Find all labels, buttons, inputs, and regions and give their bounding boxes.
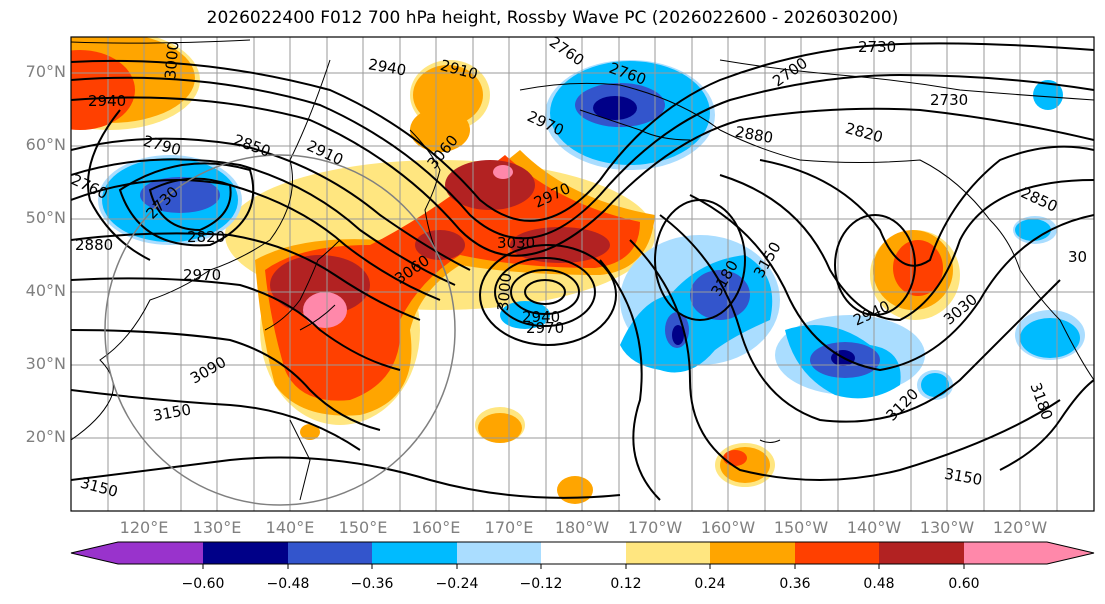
colorbar-bin bbox=[118, 542, 203, 564]
coastlines bbox=[71, 39, 1094, 501]
colorbar-tick-label: 0.36 bbox=[779, 576, 811, 592]
colorbar-tick-label: −0.36 bbox=[350, 576, 394, 592]
lon-label: 140°W bbox=[846, 518, 902, 537]
lat-label: 50°N bbox=[25, 208, 66, 227]
lon-label: 120°E bbox=[119, 518, 169, 537]
reference-circle bbox=[104, 154, 456, 506]
contour-label: 2940 bbox=[88, 92, 126, 110]
colorbar-tick-label: 0.24 bbox=[694, 576, 726, 592]
height-contours bbox=[71, 42, 1094, 501]
contour-label: 2970 bbox=[526, 319, 564, 337]
lat-label: 60°N bbox=[25, 135, 66, 154]
contour-label: 2940 bbox=[522, 308, 560, 326]
lat-label: 20°N bbox=[25, 427, 66, 446]
lat-label: 30°N bbox=[25, 354, 66, 373]
lon-label: 180°W bbox=[554, 518, 610, 537]
lon-label: 140°E bbox=[265, 518, 315, 537]
contour-label: 3030 bbox=[497, 234, 535, 252]
contour-label: 2820 bbox=[187, 228, 225, 246]
colorbar-tick-label: −0.12 bbox=[519, 576, 563, 592]
contour-label: 2880 bbox=[75, 236, 113, 254]
lon-label: 170°E bbox=[484, 518, 534, 537]
colorbar-bin bbox=[203, 542, 288, 564]
colorbar-bin bbox=[964, 542, 1047, 564]
lat-label: 40°N bbox=[25, 281, 66, 300]
colorbar-extend-high bbox=[1047, 542, 1094, 564]
colorbar-bin bbox=[626, 542, 710, 564]
positive-pink-regions bbox=[303, 165, 513, 328]
colorbar-bin bbox=[288, 542, 372, 564]
colorbar-bin bbox=[795, 542, 879, 564]
colorbar-bin bbox=[710, 542, 795, 564]
colorbar-tick-label: 0.12 bbox=[610, 576, 642, 592]
lon-label: 160°W bbox=[700, 518, 756, 537]
colorbar-bin bbox=[457, 542, 541, 564]
colorbar-tick-label: 0.60 bbox=[948, 576, 980, 592]
colorbar-tick-label: −0.60 bbox=[181, 576, 225, 592]
contour-label: 3000 bbox=[494, 272, 515, 312]
contour-label: 2730 bbox=[930, 91, 968, 109]
colorbar-tick-label: −0.24 bbox=[435, 576, 479, 592]
graticule bbox=[71, 37, 1094, 511]
lat-label: 70°N bbox=[25, 62, 66, 81]
lon-label: 150°E bbox=[338, 518, 388, 537]
contour-label: 2970 bbox=[183, 266, 221, 284]
lon-label: 170°W bbox=[627, 518, 683, 537]
colorbar-bin bbox=[541, 542, 626, 564]
colorbar-bin bbox=[372, 542, 457, 564]
colorbar-tick-label: 0.48 bbox=[863, 576, 895, 592]
lon-label: 150°W bbox=[773, 518, 829, 537]
lon-label: 130°W bbox=[919, 518, 975, 537]
colorbar bbox=[70, 541, 1095, 569]
chart-title: 2026022400 F012 700 hPa height, Rossby W… bbox=[206, 8, 899, 28]
contour-label: 3000 bbox=[161, 40, 182, 80]
colorbar-bin bbox=[879, 542, 964, 564]
colorbar-tick-label: −0.48 bbox=[266, 576, 310, 592]
colorbar-outline bbox=[70, 541, 1095, 565]
lon-label: 130°E bbox=[192, 518, 242, 537]
contour-label: 2730 bbox=[858, 38, 896, 56]
lon-label: 120°W bbox=[992, 518, 1048, 537]
map-frame bbox=[70, 36, 1095, 512]
contour-label: 30 bbox=[1068, 248, 1087, 266]
colorbar-extend-low bbox=[71, 542, 118, 564]
lon-label: 160°E bbox=[411, 518, 461, 537]
